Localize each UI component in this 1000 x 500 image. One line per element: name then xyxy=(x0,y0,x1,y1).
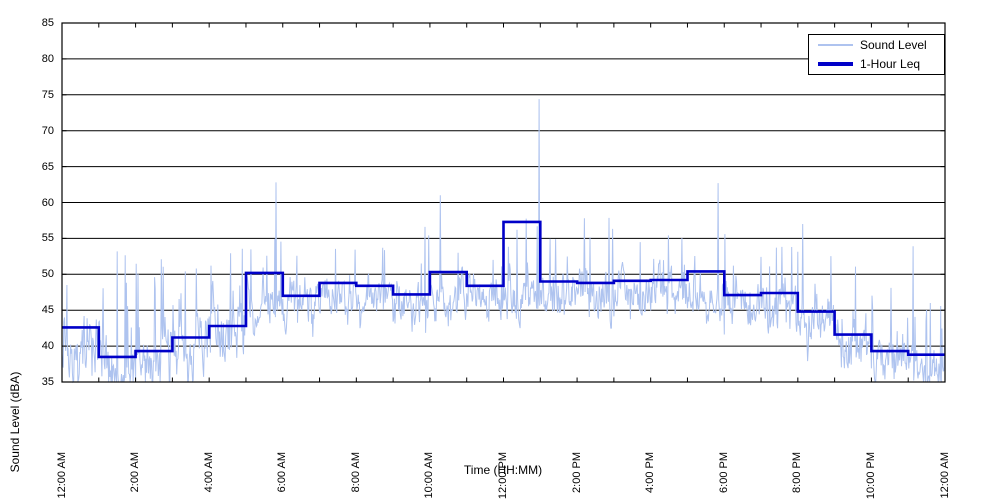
x-tick-label: 6:00 AM xyxy=(276,452,289,493)
legend-label-leq: 1-Hour Leq xyxy=(860,56,921,71)
y-tick-label: 85 xyxy=(41,17,54,29)
x-tick-label: 8:00 PM xyxy=(791,452,804,493)
legend-entry-sound-level: Sound Level xyxy=(809,35,944,54)
y-tick-label: 35 xyxy=(41,376,54,388)
y-tick-label: 40 xyxy=(41,340,54,353)
x-tick-label: 10:00 PM xyxy=(864,452,877,500)
y-tick-label: 65 xyxy=(41,160,54,173)
x-axis-title: Time (HH:MM) xyxy=(463,463,543,477)
y-tick-label: 70 xyxy=(41,124,54,137)
legend-entry-leq: 1-Hour Leq xyxy=(809,54,944,73)
x-tick-label: 4:00 PM xyxy=(644,452,657,493)
y-tick-label: 60 xyxy=(41,196,54,209)
x-tick-label: 4:00 AM xyxy=(202,452,215,493)
x-tick-label: 10:00 AM xyxy=(423,452,436,499)
x-tick-label: 6:00 PM xyxy=(717,452,730,493)
legend-label-sound-level: Sound Level xyxy=(860,37,927,52)
legend-line-sample-sound-level-icon xyxy=(818,43,853,46)
y-tick-label: 55 xyxy=(41,232,54,245)
x-tick-label: 12:00 PM xyxy=(497,452,509,500)
x-tick-label: 2:00 PM xyxy=(570,452,583,493)
x-tick-label: 8:00 AM xyxy=(349,452,362,493)
y-tick-label: 80 xyxy=(41,52,54,65)
y-tick-label: 50 xyxy=(41,268,54,281)
legend: Sound Level 1-Hour Leq xyxy=(808,34,945,75)
y-tick-label: 45 xyxy=(41,304,54,317)
x-tick-label: 12:00 AM xyxy=(938,452,951,499)
x-tick-label: 2:00 AM xyxy=(129,452,142,493)
y-tick-label: 75 xyxy=(41,88,54,101)
legend-line-sample-leq-icon xyxy=(818,61,853,66)
leq-step-line xyxy=(62,220,945,359)
x-tick-label: 12:00 AM xyxy=(55,452,68,499)
